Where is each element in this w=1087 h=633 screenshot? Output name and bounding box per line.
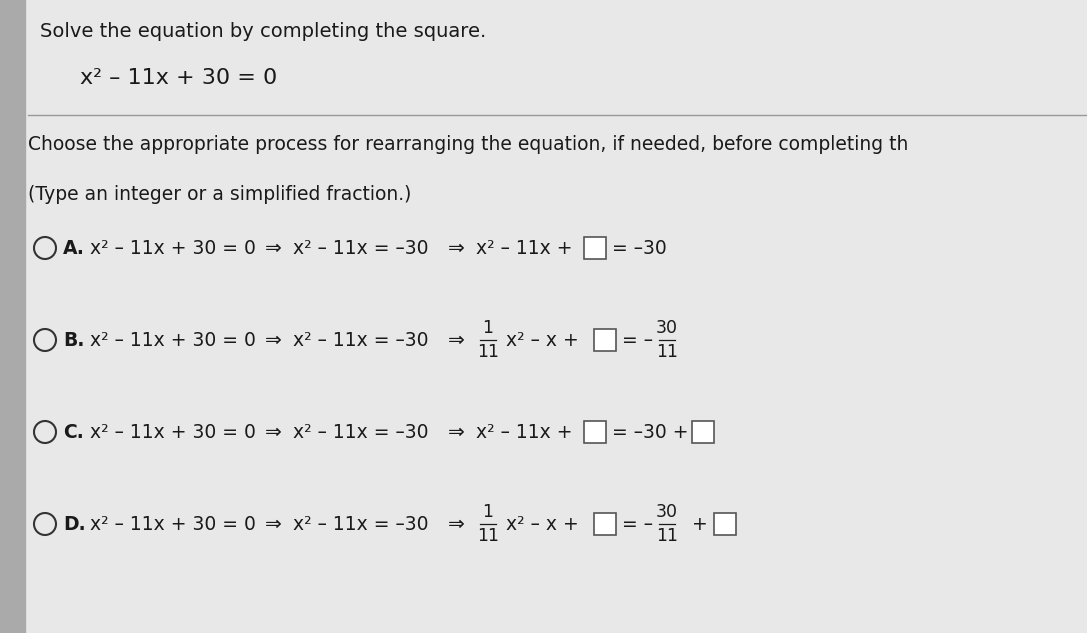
- Text: x² – 11x + 30 = 0: x² – 11x + 30 = 0: [90, 239, 255, 258]
- Text: 11: 11: [655, 527, 678, 545]
- Text: ⇒: ⇒: [265, 515, 282, 534]
- Text: C.: C.: [63, 422, 84, 441]
- Text: +: +: [692, 515, 708, 534]
- Text: ⇒: ⇒: [448, 422, 465, 441]
- Text: 11: 11: [655, 343, 678, 361]
- Text: = –: = –: [622, 515, 653, 534]
- Text: ⇒: ⇒: [265, 330, 282, 349]
- Text: ⇒: ⇒: [265, 239, 282, 258]
- Text: ⇒: ⇒: [448, 239, 465, 258]
- Text: x² – 11x = –30: x² – 11x = –30: [293, 330, 428, 349]
- Text: A.: A.: [63, 239, 85, 258]
- Text: x² – 11x + 30 = 0: x² – 11x + 30 = 0: [90, 330, 255, 349]
- Text: x² – 11x +: x² – 11x +: [476, 239, 573, 258]
- Text: x² – 11x + 30 = 0: x² – 11x + 30 = 0: [90, 422, 255, 441]
- Text: x² – 11x +: x² – 11x +: [476, 422, 573, 441]
- Text: x² – 11x + 30 = 0: x² – 11x + 30 = 0: [90, 515, 255, 534]
- Text: ⇒: ⇒: [448, 330, 465, 349]
- Text: x² – 11x = –30: x² – 11x = –30: [293, 239, 428, 258]
- Text: Choose the appropriate process for rearranging the equation, if needed, before c: Choose the appropriate process for rearr…: [28, 135, 909, 154]
- Text: D.: D.: [63, 515, 86, 534]
- Text: = –30 +: = –30 +: [612, 422, 688, 441]
- Text: ⇒: ⇒: [448, 515, 465, 534]
- Text: = –: = –: [622, 330, 653, 349]
- Text: B.: B.: [63, 330, 85, 349]
- Text: (Type an integer or a simplified fraction.): (Type an integer or a simplified fractio…: [28, 185, 411, 204]
- Text: = –30: = –30: [612, 239, 666, 258]
- Text: x² – 11x + 30 = 0: x² – 11x + 30 = 0: [80, 68, 277, 88]
- Text: 1: 1: [483, 319, 493, 337]
- Text: 11: 11: [477, 343, 499, 361]
- Text: x² – 11x = –30: x² – 11x = –30: [293, 515, 428, 534]
- Text: 30: 30: [655, 319, 678, 337]
- Text: 30: 30: [655, 503, 678, 521]
- Text: ⇒: ⇒: [265, 422, 282, 441]
- Text: x² – x +: x² – x +: [507, 515, 578, 534]
- Text: 11: 11: [477, 527, 499, 545]
- Text: x² – x +: x² – x +: [507, 330, 578, 349]
- Text: 1: 1: [483, 503, 493, 521]
- Text: x² – 11x = –30: x² – 11x = –30: [293, 422, 428, 441]
- Text: Solve the equation by completing the square.: Solve the equation by completing the squ…: [40, 22, 486, 41]
